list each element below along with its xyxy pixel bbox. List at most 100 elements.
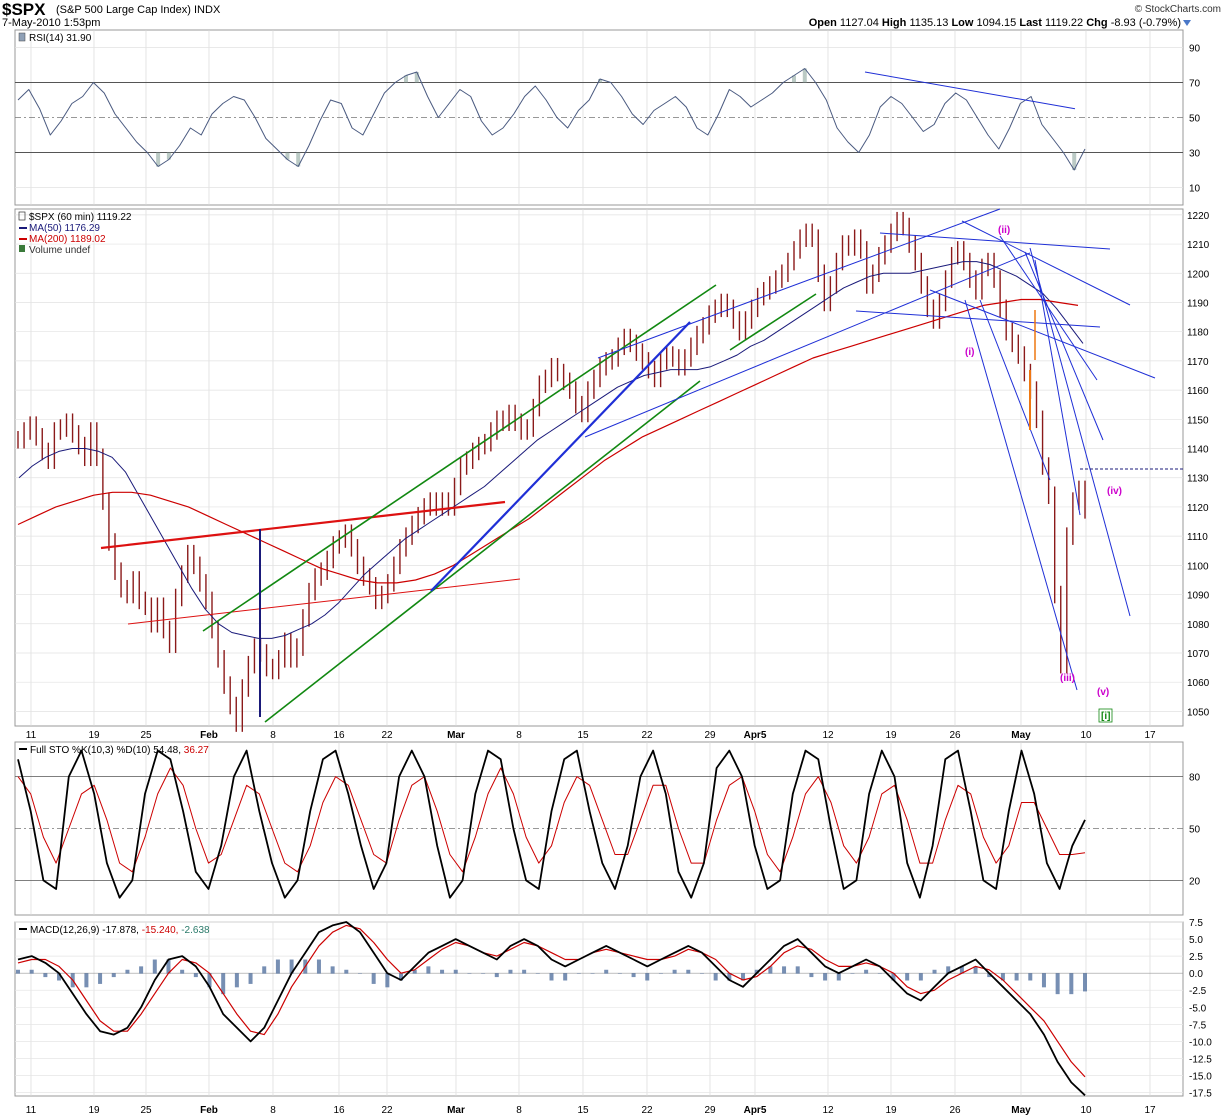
sto-tick-label: 20: [1189, 876, 1201, 887]
date-tick-label: 8: [270, 1105, 276, 1116]
wave-label-bracket-i: [i]: [1101, 711, 1110, 722]
rsi-tick-label: 70: [1189, 79, 1201, 90]
macd-histogram-bar: [836, 973, 841, 981]
wave-label-ii: (ii): [998, 225, 1010, 236]
macd-histogram-bar: [645, 973, 650, 981]
price-tick-label: 1150: [1187, 415, 1209, 426]
date-tick-label: Mar: [447, 730, 465, 741]
trendline: [1034, 259, 1081, 516]
macd-histogram-bar: [891, 973, 896, 981]
macd-legend-hist: -2.638: [181, 925, 210, 936]
chg-label: Chg: [1086, 17, 1108, 29]
high-label: High: [881, 17, 907, 29]
macd-histogram-bar: [918, 973, 923, 981]
price-tick-label: 1180: [1187, 328, 1209, 339]
date-tick-label: 26: [949, 1105, 961, 1116]
macd-histogram-bar: [467, 973, 472, 974]
macd-tick-label: 2.5: [1189, 952, 1203, 963]
macd-histogram-bar: [494, 973, 499, 978]
ma50-line: [18, 261, 1084, 639]
credit-text: © StockCharts.com: [1134, 4, 1221, 15]
macd-histogram-bar: [152, 959, 157, 974]
rsi-legend-text: RSI(14) 31.90: [29, 33, 92, 44]
price-tick-label: 1170: [1187, 357, 1209, 368]
macd-histogram-bar: [330, 966, 335, 974]
macd-histogram-bar: [193, 973, 198, 978]
price-tick-label: 1140: [1187, 445, 1209, 456]
date-tick-label: Apr5: [744, 730, 767, 741]
last-value: 1119.22: [1045, 17, 1084, 29]
sto-legend-text: Full STO %K(10,3) %D(10) 54.48, 36.27: [30, 745, 209, 756]
price-tick-label: 1110: [1187, 532, 1208, 543]
macd-histogram-bar: [16, 969, 20, 974]
macd-histogram-bar: [549, 973, 554, 981]
rsi-tick-label: 30: [1189, 149, 1201, 160]
date-tick-label: May: [1011, 730, 1031, 741]
low-label: Low: [951, 17, 974, 29]
wave-box-i: [1098, 708, 1113, 723]
price-tick-label: 1160: [1187, 386, 1209, 397]
macd-histogram-bar: [768, 966, 773, 974]
macd-histogram-bar: [576, 973, 581, 974]
macd-histogram-bar: [426, 966, 431, 974]
rsi-tick-label: 90: [1189, 44, 1201, 55]
rsi-legend-swatch: [18, 32, 26, 42]
sto-legend-d: 36.27: [184, 745, 209, 756]
rsi-tick-label: 50: [1189, 114, 1201, 125]
price-tick-label: 1090: [1187, 591, 1210, 602]
macd-histogram-bar: [248, 973, 253, 984]
macd-layer: [16, 921, 1087, 1096]
rsi-tick-label: 10: [1189, 184, 1201, 195]
price-tick-label: 1100: [1187, 561, 1209, 572]
macd-histogram-bar: [932, 969, 937, 974]
wave-label-iii: (iii): [1060, 673, 1075, 684]
price-tick-label: 1060: [1187, 678, 1210, 689]
volume-legend-swatch: [19, 245, 25, 252]
price-layer: [17, 211, 1086, 732]
date-tick-label: 25: [140, 1105, 152, 1116]
trendline: [979, 299, 1051, 481]
low-value: 1094.15: [976, 17, 1017, 29]
macd-histogram-bar: [344, 969, 349, 974]
macd-histogram-bar: [864, 969, 869, 974]
trendline: [597, 208, 1001, 359]
sto-tick-label: 80: [1189, 773, 1201, 784]
ma200-line: [17, 298, 1079, 584]
sto-legend-name: Full STO %K(10,3) %D(10): [30, 745, 150, 756]
macd-tick-label: -15.0: [1189, 1072, 1212, 1083]
macd-histogram-bar: [166, 959, 171, 974]
date-tick-label: 8: [270, 730, 276, 741]
macd-panel-frame: [14, 921, 1184, 1097]
macd-tick-label: 7.5: [1189, 918, 1203, 929]
macd-histogram-bar: [385, 973, 390, 988]
macd-tick-label: -7.5: [1189, 1020, 1207, 1031]
dropdown-arrow-icon[interactable]: [1183, 20, 1191, 26]
date-tick-label: 12: [822, 730, 834, 741]
sto-k-line: [17, 749, 1086, 899]
macd-histogram-bar: [959, 966, 964, 974]
price-tick-label: 1050: [1187, 707, 1210, 718]
date-tick-label: 29: [704, 1105, 716, 1116]
date-tick-label: 17: [1144, 730, 1156, 741]
macd-histogram-bar: [946, 966, 951, 974]
macd-histogram-bar: [905, 973, 910, 981]
symbol-name: (S&P 500 Large Cap Index) INDX: [56, 4, 221, 16]
date-tick-label: 11: [26, 1105, 37, 1116]
macd-tick-label: -5.0: [1189, 1003, 1207, 1014]
macd-histogram-bar: [275, 959, 280, 974]
macd-legend-text: MACD(12,26,9) -17.878, -15.240, -2.638: [30, 925, 210, 936]
macd-histogram-bar: [617, 973, 622, 974]
trendline: [584, 252, 1031, 438]
macd-histogram-bar: [727, 973, 732, 981]
macd-histogram-bar: [289, 959, 294, 974]
macd-histogram-bar: [522, 969, 527, 974]
macd-signal-line: [17, 924, 1086, 1078]
macd-histogram-bar: [1083, 973, 1087, 992]
symbol-title: $SPX: [2, 0, 46, 19]
macd-histogram-bar: [125, 969, 130, 974]
macd-histogram-bar: [1069, 973, 1074, 995]
axis-layer: 11 11 19 19 25 25 Feb Feb 8 8 16 16 22 22 Mar Mar 8 8 15 15…: [26, 44, 1212, 1117]
date-tick-label: 25: [140, 730, 152, 741]
trendline: [1029, 247, 1131, 617]
